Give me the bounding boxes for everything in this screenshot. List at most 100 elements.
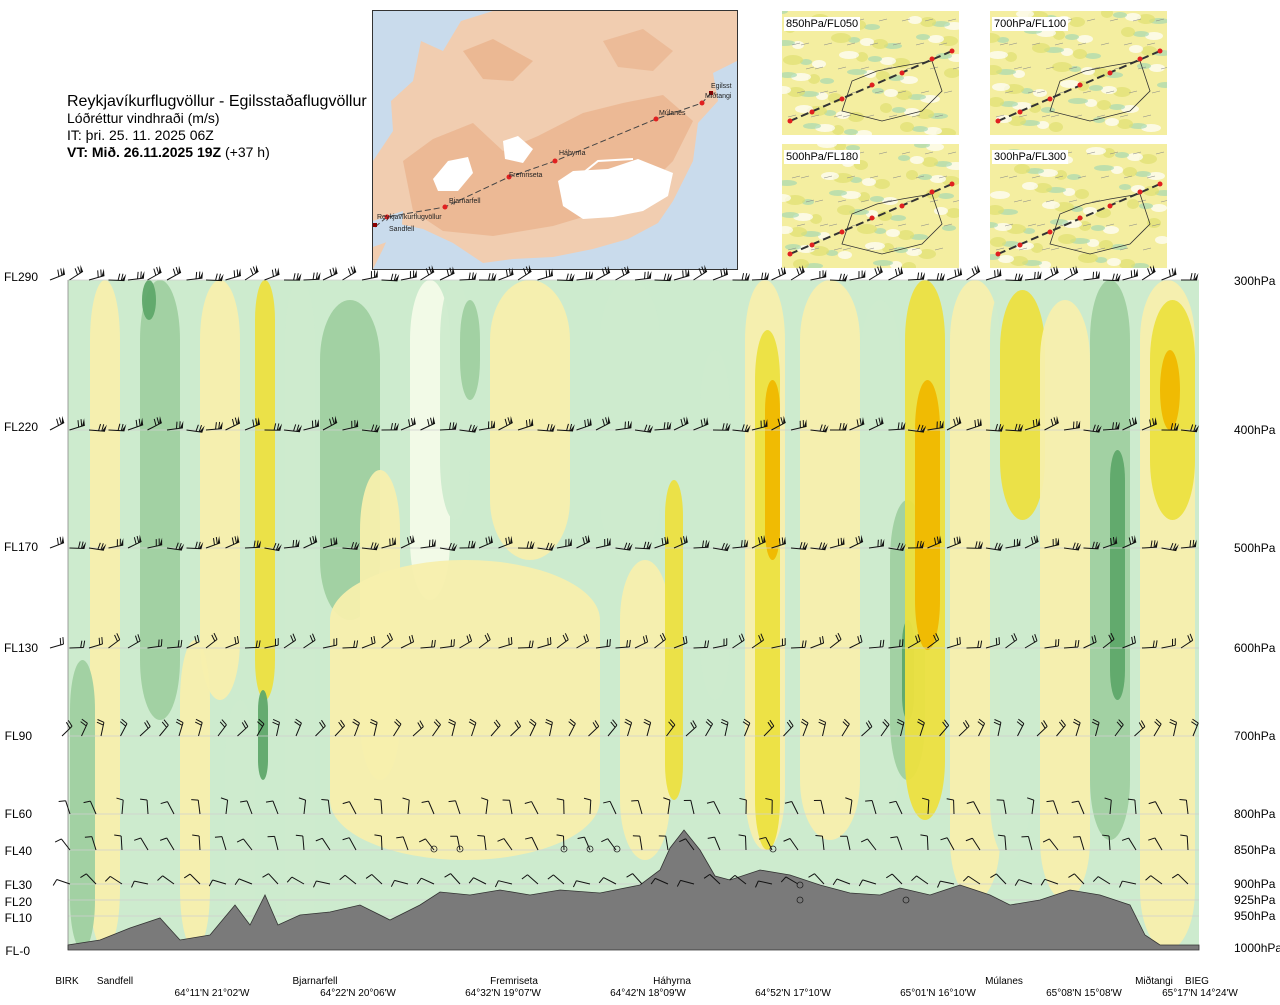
thumb-barb	[1086, 18, 1096, 22]
fl-label: FL170	[3, 540, 38, 554]
wind-barb	[517, 541, 535, 549]
thumb-barb	[1096, 114, 1106, 118]
wind-barb	[1092, 876, 1111, 885]
thumb-barb	[888, 247, 898, 251]
hpa-label: 400hPa	[1234, 423, 1276, 437]
wind-barb	[790, 419, 807, 431]
wind-barb	[459, 634, 473, 649]
wind-barb	[381, 422, 399, 431]
wind-barb	[322, 266, 338, 281]
wind-barb	[1083, 635, 1097, 649]
thumb-blob	[1008, 116, 1026, 126]
wind-barb	[1063, 639, 1080, 649]
thumb-blob	[882, 243, 894, 253]
wind-barb	[521, 874, 539, 885]
thumbnail-850hpa[interactable]: 850hPa/FL050	[782, 11, 959, 135]
wind-barb	[265, 800, 279, 815]
thumb-barb	[1054, 175, 1064, 179]
thumb-barb	[833, 247, 843, 251]
thumb-barb	[1128, 90, 1138, 94]
thumb-blob	[1069, 66, 1081, 72]
thumb-blob	[990, 65, 1002, 75]
wind-barb	[1171, 873, 1189, 885]
route-point-label: Sandfell	[96, 976, 134, 987]
hpa-label: 850hPa	[1234, 843, 1276, 857]
thumb-blob	[920, 17, 936, 27]
thumb-barb	[819, 223, 829, 227]
wind-barb	[459, 424, 478, 433]
thumbnail-label: 500hPa/FL180	[784, 150, 861, 164]
fl-label: FL60	[4, 807, 32, 821]
wind-barb	[1191, 718, 1199, 737]
wind-barb	[732, 539, 749, 549]
thumb-blob	[1135, 171, 1151, 177]
hpa-label: 700hPa	[1234, 729, 1276, 743]
wind-barb	[598, 877, 617, 885]
thumb-barb	[897, 223, 907, 227]
thumb-blob	[1099, 240, 1113, 250]
wind-barb	[1161, 638, 1176, 649]
wind-barb	[1119, 880, 1137, 888]
wind-barb	[712, 638, 728, 649]
velocity-band	[330, 560, 600, 860]
thumb-blob	[1078, 253, 1098, 263]
wind-barb	[810, 636, 825, 649]
thumb-blob	[821, 172, 839, 180]
wind-barb	[361, 424, 381, 433]
wind-barb	[685, 720, 697, 737]
wind-barb	[1044, 537, 1060, 549]
coordinate-label: 64°42'N 18°09'W	[610, 988, 686, 999]
thumb-blob	[1115, 152, 1129, 158]
thumb-blob	[857, 224, 877, 234]
thumb-barb	[805, 199, 815, 203]
wind-barb	[108, 633, 121, 649]
wind-barb	[69, 418, 85, 431]
thumb-barb	[943, 223, 953, 227]
wind-barbs	[49, 264, 1200, 888]
thumb-blob	[1093, 68, 1109, 78]
wind-barb	[712, 423, 731, 431]
velocity-band	[665, 480, 683, 800]
thumb-blob	[868, 56, 882, 62]
thumbnail-500hpa[interactable]: 500hPa/FL180	[782, 144, 959, 268]
wind-barb	[80, 718, 88, 737]
wind-barb	[888, 542, 906, 551]
wind-barb	[966, 541, 984, 549]
coordinate-label: 65°08'N 15°08'W	[1046, 988, 1122, 999]
thumb-barb	[947, 151, 957, 155]
header-title-block: Reykjavíkurflugvöllur - Egilsstaðaflugvö…	[67, 93, 367, 161]
thumb-blob	[812, 60, 826, 68]
wind-barb	[946, 267, 963, 281]
thumb-route-point	[1157, 181, 1163, 187]
wind-barb	[985, 268, 1002, 281]
terrain-profile	[67, 829, 1200, 951]
wind-barb	[1148, 801, 1163, 815]
field-background	[68, 280, 1199, 950]
wind-barb	[673, 535, 688, 549]
fl-label: FL90	[4, 729, 32, 743]
wind-barb	[322, 536, 338, 549]
wind-barb	[88, 637, 103, 649]
wind-barb	[205, 535, 221, 549]
thumb-route-point	[899, 70, 905, 76]
thumb-blob	[1058, 234, 1076, 244]
wind-barb	[632, 835, 643, 851]
thumb-barb	[934, 247, 944, 251]
thumb-blob	[990, 97, 1004, 107]
thumbnail-700hpa[interactable]: 700hPa/FL100	[990, 11, 1167, 135]
thumbnail-300hpa[interactable]: 300hPa/FL300	[990, 144, 1167, 268]
wind-barb	[192, 834, 201, 851]
thumb-blob	[1069, 17, 1085, 27]
wind-barb	[958, 720, 970, 737]
thumb-barb	[952, 67, 959, 70]
fl-label: FL290	[3, 270, 38, 284]
thumb-blob	[1050, 219, 1068, 225]
wind-barb	[890, 836, 903, 851]
thumb-blob	[782, 226, 793, 234]
wind-barb	[595, 537, 611, 549]
wind-barb	[315, 837, 331, 851]
wind-barb	[840, 835, 851, 851]
fl-label: FL130	[3, 641, 38, 655]
thumb-blob	[886, 229, 900, 237]
wind-barb	[1169, 718, 1178, 737]
